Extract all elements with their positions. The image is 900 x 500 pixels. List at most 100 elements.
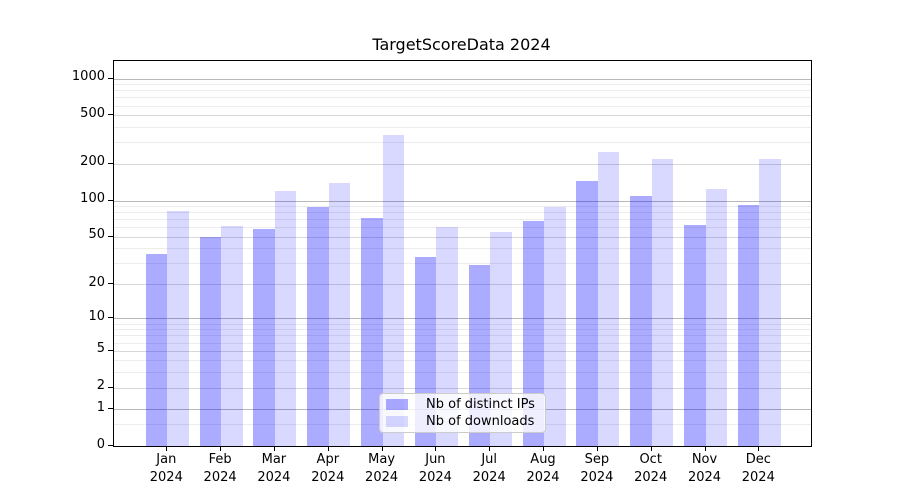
gridline-minor [114,212,811,214]
y-tick-label: 500 [80,105,105,121]
gridline-minor [114,84,811,86]
bar-downloads-jul [490,231,512,446]
x-tick-label: May 2024 [365,452,399,485]
y-tick-mark [108,386,113,388]
legend-item-distinct-ips: Nb of distinct IPs [380,397,545,413]
y-tick-mark [108,199,113,201]
gridline-major [114,78,811,80]
x-tick-label: Feb 2024 [203,452,237,485]
x-tick-label: Dec 2024 [741,452,775,485]
legend: Nb of distinct IPs Nb of downloads [379,393,546,433]
y-tick-mark [108,162,113,164]
bar-distinct-ips-apr [307,207,329,446]
gridline [114,236,811,238]
gridline [114,350,811,352]
bar-distinct-ips-aug [522,220,544,446]
gridline-minor [114,90,811,92]
chart-title: TargetScoreData 2024 [372,35,551,54]
bar-downloads-aug [544,207,566,446]
x-tick-mark [435,446,437,451]
gridline [114,284,811,285]
bar-distinct-ips-may [361,217,383,446]
y-tick-label: 20 [88,274,105,290]
bar-downloads-sep [597,152,620,446]
gridline-minor [114,227,811,229]
gridline-minor [114,360,811,362]
bar-distinct-ips-nov [684,224,706,446]
gridline-minor [114,329,811,331]
x-tick-mark [489,446,491,451]
y-tick-label: 200 [80,154,105,170]
bar-downloads-jan [167,210,189,446]
y-tick-label: 100 [80,191,105,206]
x-tick-mark [166,446,168,451]
y-tick-label: 10 [88,308,105,324]
gridline [114,163,811,165]
x-tick-mark [327,446,329,451]
x-tick-label: Apr 2024 [311,452,345,485]
y-tick-label: 0 [96,436,105,452]
gridline-major [114,318,811,320]
gridline-minor [114,142,811,144]
x-tick-mark [596,446,598,451]
x-tick-label: Nov 2024 [687,452,722,485]
x-tick-mark [704,446,706,451]
gridline-minor [114,248,811,250]
y-tick-label: 1000 [71,69,105,84]
y-tick-mark [108,408,113,410]
bar-downloads-mar [274,190,297,446]
gridline-minor [114,263,811,265]
legend-label-distinct-ips: Nb of distinct IPs [426,397,535,413]
x-tick-label: Jan 2024 [149,452,183,485]
x-tick-mark [543,446,544,451]
x-tick-label: Aug 2024 [526,452,560,485]
bar-downloads-may [382,135,405,446]
plot-area [113,60,812,447]
bar-downloads-jun [436,227,458,446]
y-tick-label: 1 [96,399,105,415]
gridline-minor [114,97,811,99]
legend-swatch-downloads [386,415,408,427]
x-tick-label: Sep 2024 [580,452,614,485]
gridline-minor [114,219,811,221]
y-tick-mark [108,235,113,237]
gridline-major [114,200,811,202]
bar-downloads-dec [759,158,781,446]
bar-distinct-ips-mar [253,229,275,446]
x-tick-mark [381,446,383,451]
gridline-minor [114,105,811,107]
x-tick-mark [650,446,652,451]
y-tick-mark [108,317,113,319]
x-tick-mark [273,446,275,451]
bar-downloads-oct [651,158,674,446]
y-tick-mark [108,114,113,116]
bar-distinct-ips-jan [145,253,168,446]
y-tick-label: 5 [96,341,105,357]
legend-label-downloads: Nb of downloads [426,413,535,429]
legend-swatch-distinct-ips [386,399,408,411]
y-tick-mark [108,349,113,351]
bar-downloads-apr [328,182,351,446]
bar-distinct-ips-sep [576,180,598,446]
gridline [114,115,811,117]
y-tick-mark [108,77,113,79]
x-tick-label: Jul 2024 [472,452,506,485]
gridline [114,387,811,389]
gridline-minor [114,323,811,325]
gridline-minor [114,372,811,374]
bar-downloads-feb [221,225,243,446]
x-tick-mark [758,446,760,451]
gridline-minor [114,127,811,129]
bar-distinct-ips-dec [737,205,760,446]
x-tick-label: Jun 2024 [418,452,452,485]
x-tick-mark [220,446,222,451]
y-tick-label: 2 [96,378,105,394]
y-tick-mark [108,445,113,446]
gridline-minor [114,206,811,207]
bar-distinct-ips-oct [630,195,652,446]
legend-item-downloads: Nb of downloads [380,413,545,429]
y-tick-label: 50 [88,227,105,243]
x-tick-label: Oct 2024 [634,452,668,485]
gridline-minor [114,335,811,337]
